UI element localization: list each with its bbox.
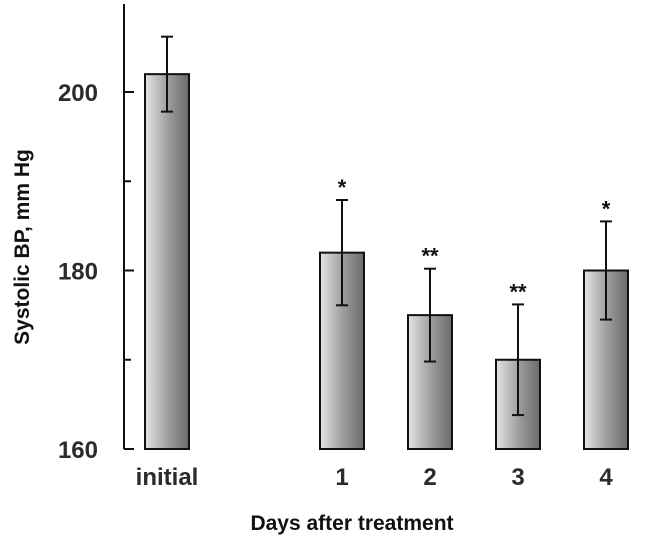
bars-group [144, 73, 629, 451]
significance-marker: * [338, 175, 347, 200]
x-tick-label: 2 [423, 464, 436, 491]
y-tick-label: 180 [58, 259, 98, 286]
x-tick-label: 3 [511, 464, 524, 491]
x-tick-label: 4 [599, 464, 613, 491]
significance-marker: * [602, 196, 611, 221]
significance-markers-group: ****** [338, 175, 611, 304]
significance-marker: ** [509, 279, 527, 304]
x-axis-title: Days after treatment [250, 512, 453, 535]
x-axis-tick-labels: initial 1 2 3 4 [136, 464, 614, 491]
y-axis-ticks: 160 180 200 [58, 80, 134, 464]
y-tick-label: 200 [58, 80, 98, 107]
error-bars-group [161, 35, 612, 417]
significance-marker: ** [421, 244, 439, 269]
x-tick-label: initial [136, 464, 199, 491]
x-tick-label: 1 [335, 464, 348, 491]
y-axis-title: Systolic BP, mm Hg [11, 149, 34, 345]
y-tick-label: 160 [58, 437, 98, 464]
bar [144, 73, 190, 451]
